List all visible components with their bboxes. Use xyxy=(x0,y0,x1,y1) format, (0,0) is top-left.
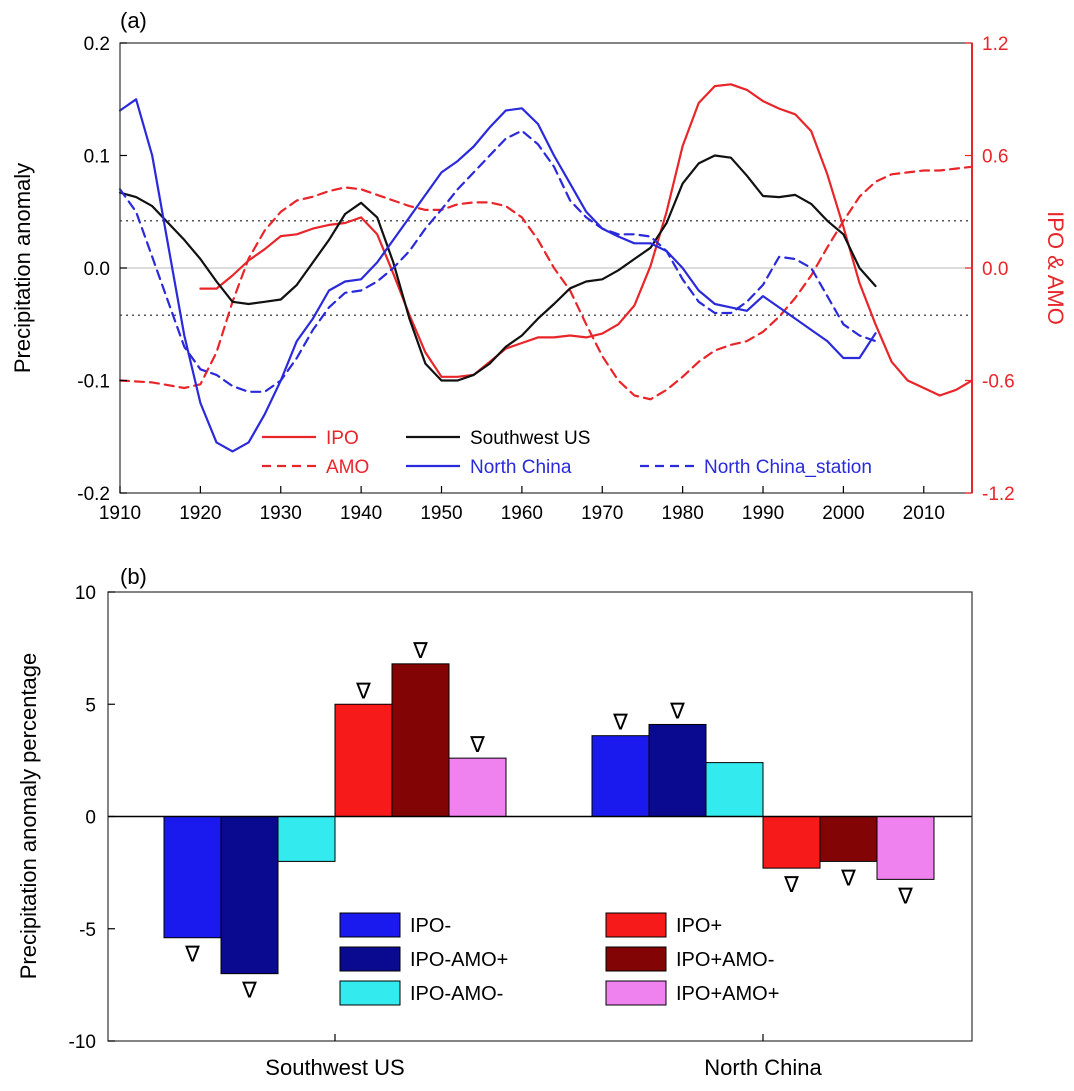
y-tick-label: 5 xyxy=(85,695,96,716)
x-tick-label: 1910 xyxy=(99,503,141,524)
panel-b-legend: IPO- IPO-AMO+ IPO-AMO- IPO+ IPO+AMO- IPO+AMO+ xyxy=(339,912,779,1006)
panel-a-left-y-label: Precipitation anomaly xyxy=(10,163,35,373)
panel-b-x-axis: Southwest US North China xyxy=(265,1034,822,1080)
x-tick-label: 1960 xyxy=(501,503,543,524)
legend-swatch-ipo-amo xyxy=(605,946,667,972)
legend-label-ipo-amo: IPO+AMO- xyxy=(676,949,774,971)
y-tick-label: -5 xyxy=(79,920,96,941)
y-tick-label: 0.1 xyxy=(84,147,110,168)
x-tick-label: 1970 xyxy=(581,503,623,524)
panel-b: (b) ∇ ∇ ∇ ∇ ∇ ∇ ∇ ∇ ∇ ∇ -10 -5 0 5 10 Southwest US Nor… xyxy=(16,564,973,1080)
panel-a-left-y-axis: -0.2 -0.1 0.0 0.1 0.2 xyxy=(77,34,127,505)
legend-swatch-ipo xyxy=(605,912,667,938)
x-tick-label: 1930 xyxy=(260,503,302,524)
bar-southwest-us-ipo xyxy=(334,703,393,817)
y-tick-label: -0.1 xyxy=(77,372,110,393)
x-tick-label: 2000 xyxy=(822,503,864,524)
bar-north-china-ipo-amo xyxy=(648,723,707,818)
series-line-amo xyxy=(118,165,974,401)
series-line-southwest-us xyxy=(118,154,877,382)
legend-label-ipo: IPO- xyxy=(410,915,451,937)
y2-tick-label: -0.6 xyxy=(982,372,1015,393)
significance-marker: ∇ xyxy=(669,698,685,723)
significance-marker: ∇ xyxy=(612,710,628,735)
significance-marker: ∇ xyxy=(783,872,799,897)
y-tick-label: 0 xyxy=(85,808,96,829)
panel-a-right-y-axis: -1.2 -0.6 0.0 0.6 1.2 xyxy=(965,34,1015,505)
y2-tick-label: 0.0 xyxy=(982,259,1008,280)
legend-swatch-ipo-amo xyxy=(339,980,401,1006)
bar-southwest-us-ipo xyxy=(163,816,222,939)
y-tick-label: 0.0 xyxy=(84,259,110,280)
significance-marker: ∇ xyxy=(355,678,371,703)
panel-a-legend: IPO Southwest US AMO North China North China… xyxy=(262,428,872,478)
legend-label-ipo-amo: IPO-AMO- xyxy=(410,983,503,1005)
panel-a-series xyxy=(118,83,974,453)
legend-swatch-ipo-amo xyxy=(605,980,667,1006)
x-tick-label: 2010 xyxy=(903,503,945,524)
bar-southwest-us-ipo-amo xyxy=(448,757,507,818)
y-tick-label: 0.2 xyxy=(84,34,110,55)
bar-southwest-us-ipo-amo xyxy=(391,663,450,818)
legend-label-ipo: IPO+ xyxy=(676,915,722,937)
bar-southwest-us-ipo-amo xyxy=(220,816,279,975)
legend-label-amo: AMO xyxy=(326,457,369,478)
legend-swatch-ipo xyxy=(339,912,401,938)
panel-b-y-axis: -10 -5 0 5 10 xyxy=(69,583,115,1053)
bar-north-china-ipo-amo xyxy=(705,762,764,817)
x-category-label: Southwest US xyxy=(265,1055,404,1080)
x-tick-label: 1920 xyxy=(179,503,221,524)
legend-label-ipo-amo: IPO-AMO+ xyxy=(410,949,508,971)
significance-marker: ∇ xyxy=(897,883,913,908)
bar-southwest-us-ipo-amo xyxy=(277,816,336,862)
y2-tick-label: 0.6 xyxy=(982,147,1008,168)
panel-b-label: (b) xyxy=(120,564,147,589)
significance-marker: ∇ xyxy=(469,732,485,757)
panel-a-label: (a) xyxy=(120,8,147,33)
legend-label-southwest-us: Southwest US xyxy=(470,428,590,449)
x-category-label: North China xyxy=(704,1055,822,1080)
bar-north-china-ipo-amo xyxy=(876,816,935,880)
bar-north-china-ipo xyxy=(591,735,650,817)
legend-swatch-ipo-amo xyxy=(339,946,401,972)
x-tick-label: 1950 xyxy=(420,503,462,524)
y-tick-label: 10 xyxy=(75,583,96,604)
significance-marker: ∇ xyxy=(184,942,200,967)
panel-a: (a) 1910 1920 1930 1940 1950 1960 1970 1980 1990… xyxy=(10,8,1068,524)
y-tick-label: -0.2 xyxy=(77,484,110,505)
significance-marker: ∇ xyxy=(241,978,257,1003)
panel-b-bars: ∇ ∇ ∇ ∇ ∇ ∇ ∇ ∇ ∇ ∇ xyxy=(163,638,935,1003)
x-tick-label: 1990 xyxy=(742,503,784,524)
legend-label-ipo: IPO xyxy=(326,428,359,449)
panel-a-right-y-label: IPO & AMO xyxy=(1043,211,1068,325)
y-tick-label: -10 xyxy=(69,1032,96,1053)
bar-north-china-ipo xyxy=(762,816,821,869)
panel-a-reference-lines xyxy=(120,220,972,316)
y2-tick-label: 1.2 xyxy=(982,34,1008,55)
x-tick-label: 1940 xyxy=(340,503,382,524)
series-line-ipo xyxy=(199,83,974,397)
legend-label-north-china: North China xyxy=(470,457,572,478)
panel-b-y-label: Precipitation anomaly percentage xyxy=(16,653,41,980)
series-line-north-china-station xyxy=(118,129,877,393)
series-line-north-china xyxy=(118,98,877,453)
significance-marker: ∇ xyxy=(840,865,856,890)
legend-label-north-china-station: North China_station xyxy=(704,457,872,478)
legend-label-ipo-amo: IPO+AMO+ xyxy=(676,983,779,1005)
y2-tick-label: -1.2 xyxy=(982,484,1015,505)
panel-a-x-axis: 1910 1920 1930 1940 1950 1960 1970 1980 1990 2000… xyxy=(99,486,945,524)
significance-marker: ∇ xyxy=(412,638,428,663)
x-tick-label: 1980 xyxy=(662,503,704,524)
bar-north-china-ipo-amo xyxy=(819,816,878,862)
